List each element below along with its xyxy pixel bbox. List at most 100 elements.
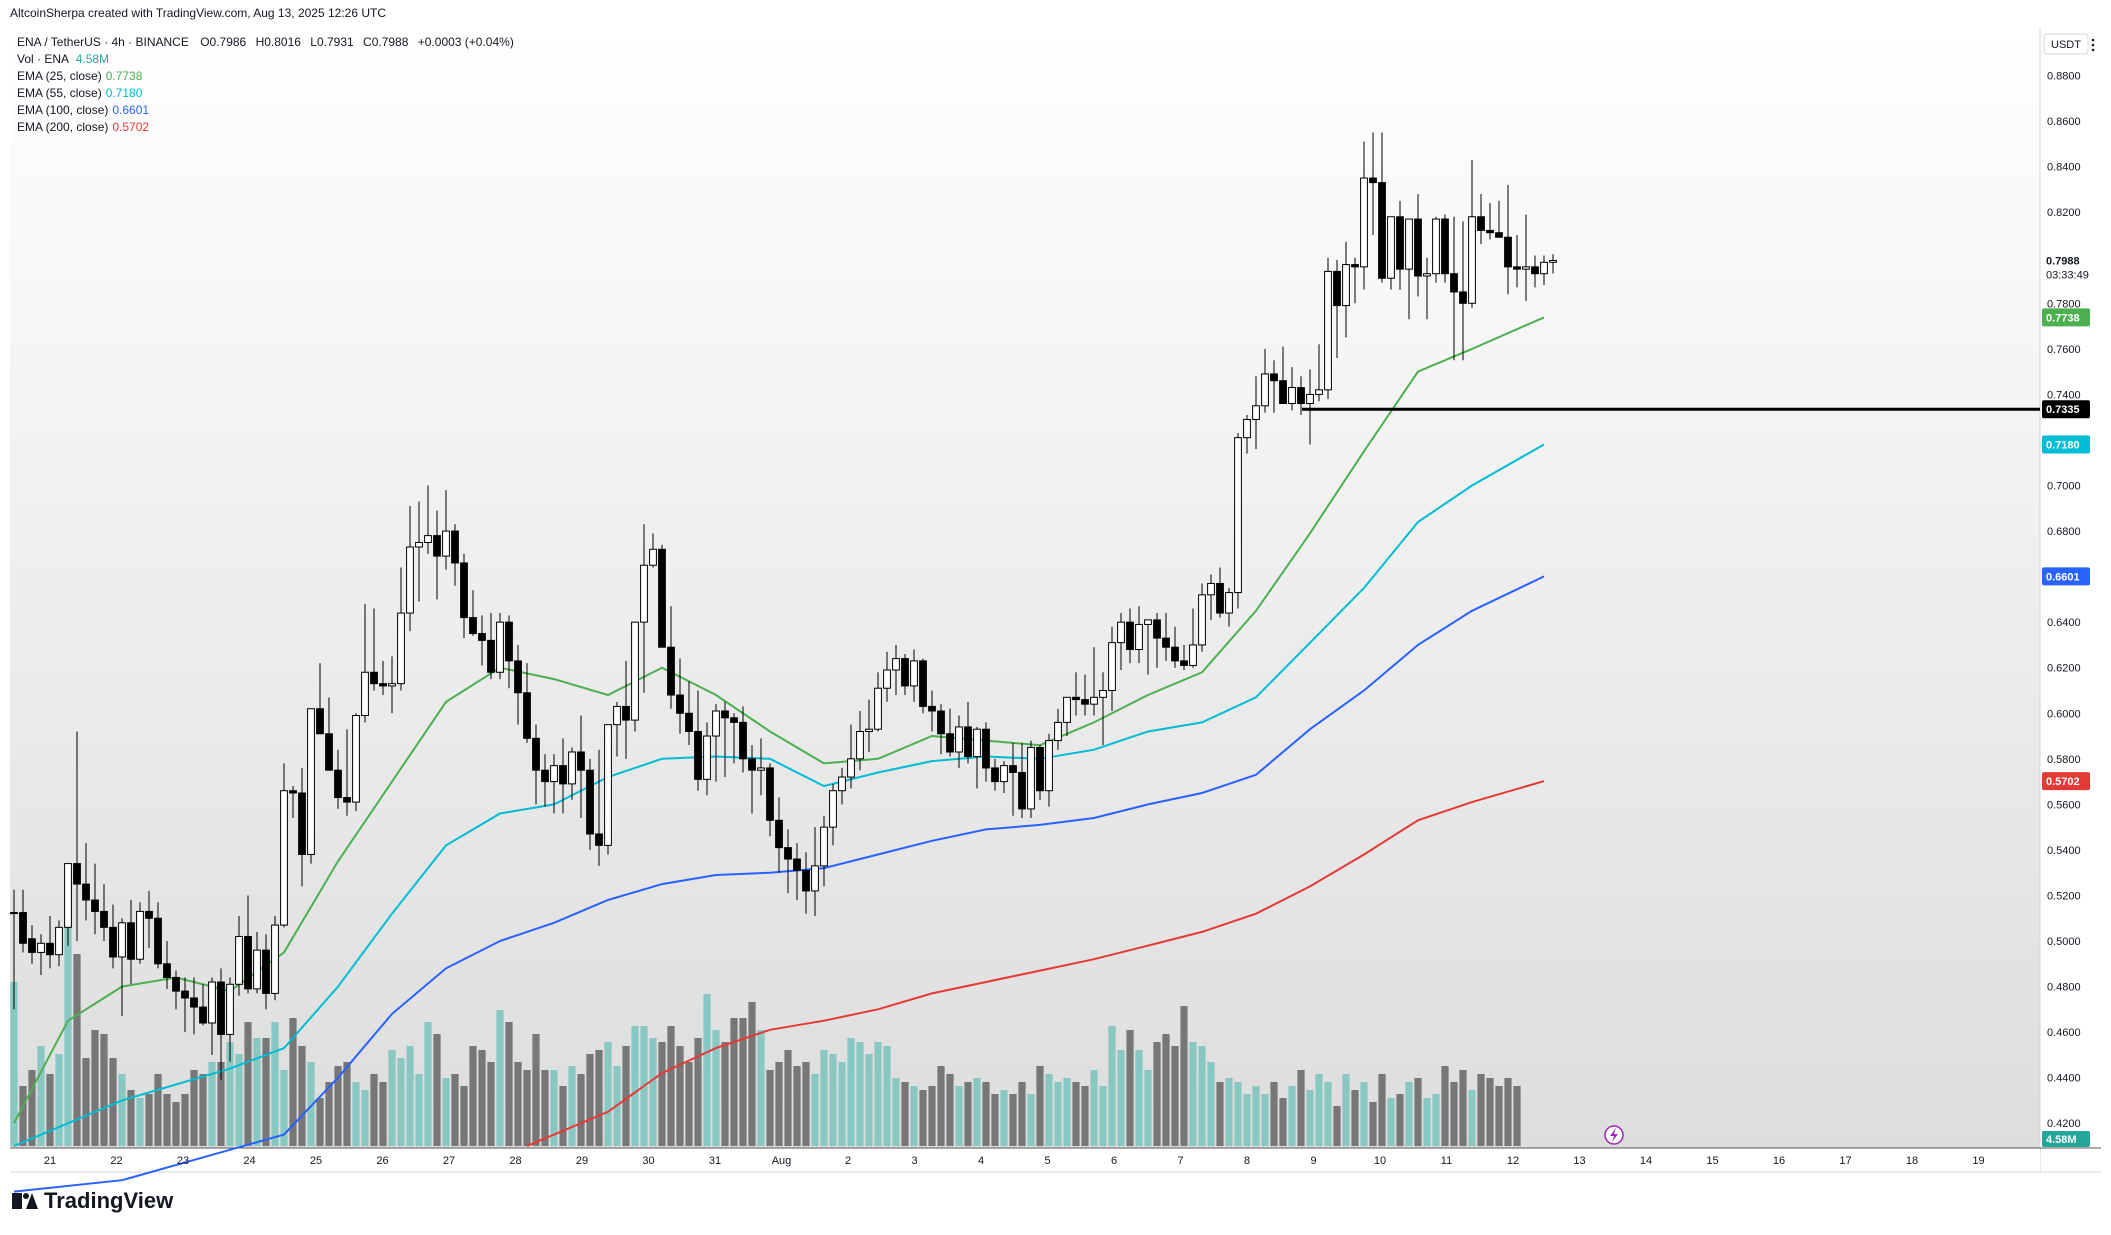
legend-ema-row[interactable]: EMA (55, close) 0.7180	[17, 85, 514, 102]
level-price-tag-bg	[2042, 400, 2090, 419]
volume-price-tag[interactable]: 4.58M	[2042, 1131, 2090, 1147]
candle	[271, 915, 279, 1001]
ema-price-tag-bg	[2042, 772, 2090, 791]
volume-tag-text: 4.58M	[2046, 1134, 2077, 1146]
candle-body	[73, 863, 81, 885]
volume-bar	[1324, 1082, 1332, 1146]
candle-body	[136, 910, 144, 960]
candle	[1450, 216, 1458, 361]
candle	[622, 660, 630, 759]
candle-body	[982, 728, 990, 769]
ema-price-tag-bg	[2042, 435, 2090, 454]
currency-label[interactable]: USDT	[2043, 33, 2089, 55]
candle	[1216, 567, 1224, 618]
volume-value: 4.58M	[75, 52, 110, 66]
volume-bar	[1162, 1034, 1170, 1146]
scale-menu-icon[interactable]	[2091, 38, 2095, 52]
time-axis[interactable]: 21 22 23 24 25 26 27 28 29 30 31 Aug 2 3 4 5 6 7 8 9 10 11 12 1…	[44, 1155, 1985, 1167]
price-tick-label: 0.8200	[2047, 207, 2081, 219]
candle	[811, 827, 819, 916]
current-price-tag[interactable]: 0.7988 03:33:49	[2042, 250, 2098, 283]
ema-price-tag[interactable]: 0.7180	[2042, 435, 2090, 454]
price-tick-label: 0.5400	[2047, 845, 2081, 857]
volume-bar	[730, 1018, 738, 1146]
legend-volume-row[interactable]: Vol · ENA 4.58M	[17, 51, 514, 68]
volume-bar	[631, 1026, 639, 1146]
volume-bar	[964, 1082, 972, 1146]
candle-body	[622, 705, 630, 721]
time-tick-label: 22	[110, 1155, 122, 1167]
candle-body	[1360, 177, 1368, 268]
time-tick-label: 15	[1706, 1155, 1718, 1167]
level-price-tag[interactable]: 0.7335	[2042, 400, 2090, 419]
candle	[505, 615, 513, 689]
price-tick-label: 0.4600	[2047, 1027, 2081, 1039]
candle	[1270, 360, 1278, 413]
candle	[1459, 221, 1467, 361]
candle-body	[883, 669, 891, 689]
volume-bar	[1108, 1026, 1116, 1146]
candle	[181, 977, 189, 1033]
candle-body	[901, 658, 909, 687]
candle	[1027, 740, 1035, 819]
candle-body	[1540, 261, 1548, 275]
candle	[1072, 672, 1080, 716]
candle	[1297, 376, 1305, 415]
candle	[1207, 574, 1215, 620]
tradingview-logo[interactable]: TradingView	[12, 1188, 173, 1214]
price-scale[interactable]: 0.88000.86000.84000.82000.80000.78000.76…	[2042, 71, 2098, 1147]
candle-body	[460, 562, 468, 619]
candle	[352, 713, 360, 812]
price-tick-label: 0.5600	[2047, 799, 2081, 811]
volume-bar	[433, 1034, 441, 1146]
candle-body	[613, 705, 621, 726]
ema-price-tag[interactable]: 0.5702	[2042, 772, 2090, 791]
candle	[892, 644, 900, 696]
legend-ema-row[interactable]: EMA (25, close) 0.7738	[17, 68, 514, 85]
legend-symbol-row[interactable]: ENA / TetherUS · 4h · BINANCE O0.7986 H0…	[17, 34, 514, 51]
candle-body	[892, 658, 900, 671]
replay-lightning-icon[interactable]	[1604, 1125, 1624, 1145]
volume-bar	[379, 1082, 387, 1146]
volume-bar	[1477, 1074, 1485, 1146]
candle-body	[784, 847, 792, 860]
candle	[1288, 367, 1296, 411]
ohlc-close: 0.7988	[371, 35, 409, 49]
price-scale-background[interactable]	[2040, 28, 2101, 1148]
ema-value: 0.6601	[112, 103, 150, 117]
time-tick-label: 14	[1640, 1155, 1652, 1167]
candle	[856, 710, 864, 771]
candle-body	[604, 724, 612, 846]
candle-body	[451, 530, 459, 564]
candle-body	[658, 548, 666, 648]
candle-body	[1144, 619, 1152, 625]
volume-bar	[1117, 1050, 1125, 1146]
ema-price-tag[interactable]: 0.7738	[2042, 308, 2090, 327]
time-tick-label: 28	[509, 1155, 521, 1167]
ema-line	[13, 575, 1545, 1193]
volume-bar	[1144, 1070, 1152, 1146]
volume-bar	[1279, 1098, 1287, 1146]
volume-bar	[883, 1046, 891, 1146]
candle-body	[1072, 696, 1080, 701]
candle-body	[487, 639, 495, 673]
candle-body	[505, 621, 513, 662]
candle	[37, 934, 45, 976]
legend-ema-row[interactable]: EMA (100, close) 0.6601	[17, 102, 514, 119]
legend-ema-row[interactable]: EMA (200, close) 0.5702	[17, 119, 514, 136]
volume-bar	[244, 1022, 252, 1146]
candle-body	[1135, 623, 1143, 650]
candle-body	[469, 617, 477, 635]
candle-body	[343, 797, 351, 803]
symbol-name[interactable]: ENA / TetherUS · 4h · BINANCE	[17, 35, 189, 49]
candle	[19, 889, 27, 953]
candle-body	[937, 710, 945, 735]
ohlc-open-label: O	[200, 35, 210, 49]
time-axis-background[interactable]	[10, 1149, 2040, 1172]
candle	[955, 715, 963, 768]
candle-body	[334, 769, 342, 799]
volume-bar	[901, 1082, 909, 1146]
candle-body	[802, 869, 810, 892]
ema-price-tag[interactable]: 0.6601	[2042, 567, 2090, 586]
